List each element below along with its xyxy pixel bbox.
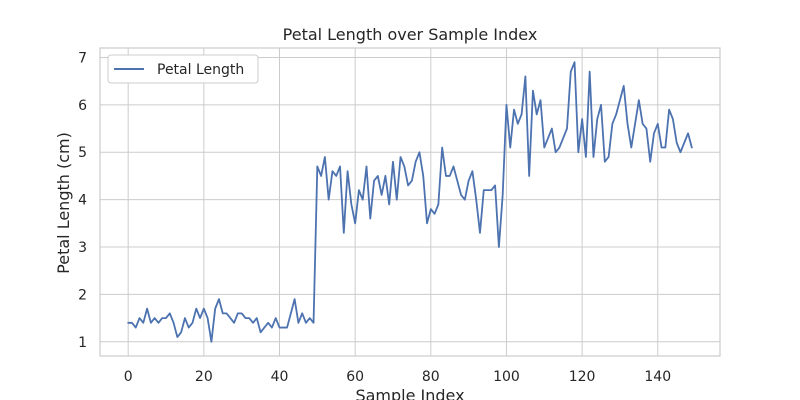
- y-tick-label-6: 7: [78, 50, 87, 66]
- legend: Petal Length: [107, 54, 259, 84]
- x-tick-label-4: 80: [422, 369, 440, 385]
- line-layer: [127, 61, 693, 343]
- x-tick-label-0: 0: [124, 369, 133, 385]
- x-tick-label-6: 120: [569, 369, 596, 385]
- x-tick-label-5: 100: [493, 369, 520, 385]
- legend-box: [107, 54, 259, 84]
- y-tick-label-2: 3: [78, 240, 87, 256]
- y-tick-labels: 1 2 3 4 5 6 7: [78, 50, 87, 350]
- y-tick-label-4: 5: [78, 145, 87, 161]
- grid-lines: [100, 48, 720, 356]
- x-tick-label-7: 140: [644, 369, 671, 385]
- x-tick-labels: 0 20 40 60 80 100 120 140: [124, 369, 671, 385]
- plot-frame: [99, 47, 721, 357]
- chart-title: Petal Length over Sample Index: [283, 25, 538, 44]
- plot-area: [100, 48, 720, 356]
- y-tick-label-5: 6: [78, 98, 87, 114]
- x-tick-label-3: 60: [346, 369, 364, 385]
- x-tick-label-1: 20: [195, 369, 213, 385]
- y-tick-label-0: 1: [78, 335, 87, 351]
- y-axis-label: Petal Length (cm): [54, 132, 73, 274]
- x-tick-label-2: 40: [271, 369, 289, 385]
- legend-label-petal-length: Petal Length: [157, 62, 244, 78]
- y-tick-label-3: 4: [78, 193, 87, 209]
- x-axis-label: Sample Index: [355, 386, 464, 400]
- y-tick-label-1: 2: [78, 287, 87, 303]
- series-line-0: [127, 61, 693, 343]
